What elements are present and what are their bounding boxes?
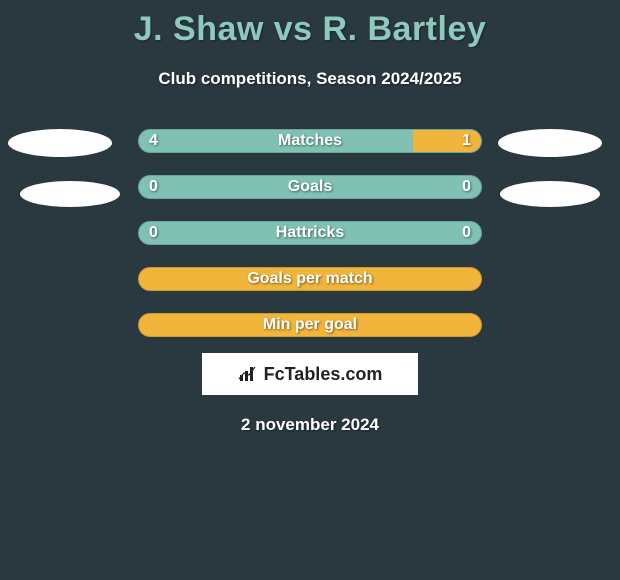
player-ellipse	[498, 129, 602, 157]
page-subtitle: Club competitions, Season 2024/2025	[0, 69, 620, 89]
comparison-chart: 41Matches00Goals00HattricksGoals per mat…	[0, 129, 620, 343]
stat-value-right: 0	[462, 222, 471, 244]
stat-label: Goals per match	[139, 268, 481, 290]
player-ellipse	[8, 129, 112, 157]
stat-value-right: 0	[462, 176, 471, 198]
stat-bar: Goals per match	[138, 267, 482, 291]
stat-bar: 41Matches	[138, 129, 482, 153]
stat-bar: 0 0Hattricks	[138, 221, 482, 245]
stat-bar: Min per goal	[138, 313, 482, 337]
stat-label: Hattricks	[139, 222, 481, 244]
logo-text: FcTables.com	[264, 364, 383, 385]
stat-value-right: 1	[462, 130, 471, 152]
page-title: J. Shaw vs R. Bartley	[0, 0, 620, 49]
player-ellipse	[20, 181, 120, 207]
stat-value-left: 0	[149, 176, 158, 198]
stat-value-left: 4	[149, 130, 158, 152]
player-ellipse	[500, 181, 600, 207]
stat-bar: 0 0Goals	[138, 175, 482, 199]
logo-box: FcTables.com	[202, 353, 418, 395]
stat-bar-left-fill	[139, 130, 413, 152]
stat-label: Min per goal	[139, 314, 481, 336]
stat-value-left: 0	[149, 222, 158, 244]
bar-chart-icon	[238, 365, 260, 383]
logo: FcTables.com	[238, 364, 383, 385]
date-text: 2 november 2024	[0, 415, 620, 435]
stat-label: Goals	[139, 176, 481, 198]
